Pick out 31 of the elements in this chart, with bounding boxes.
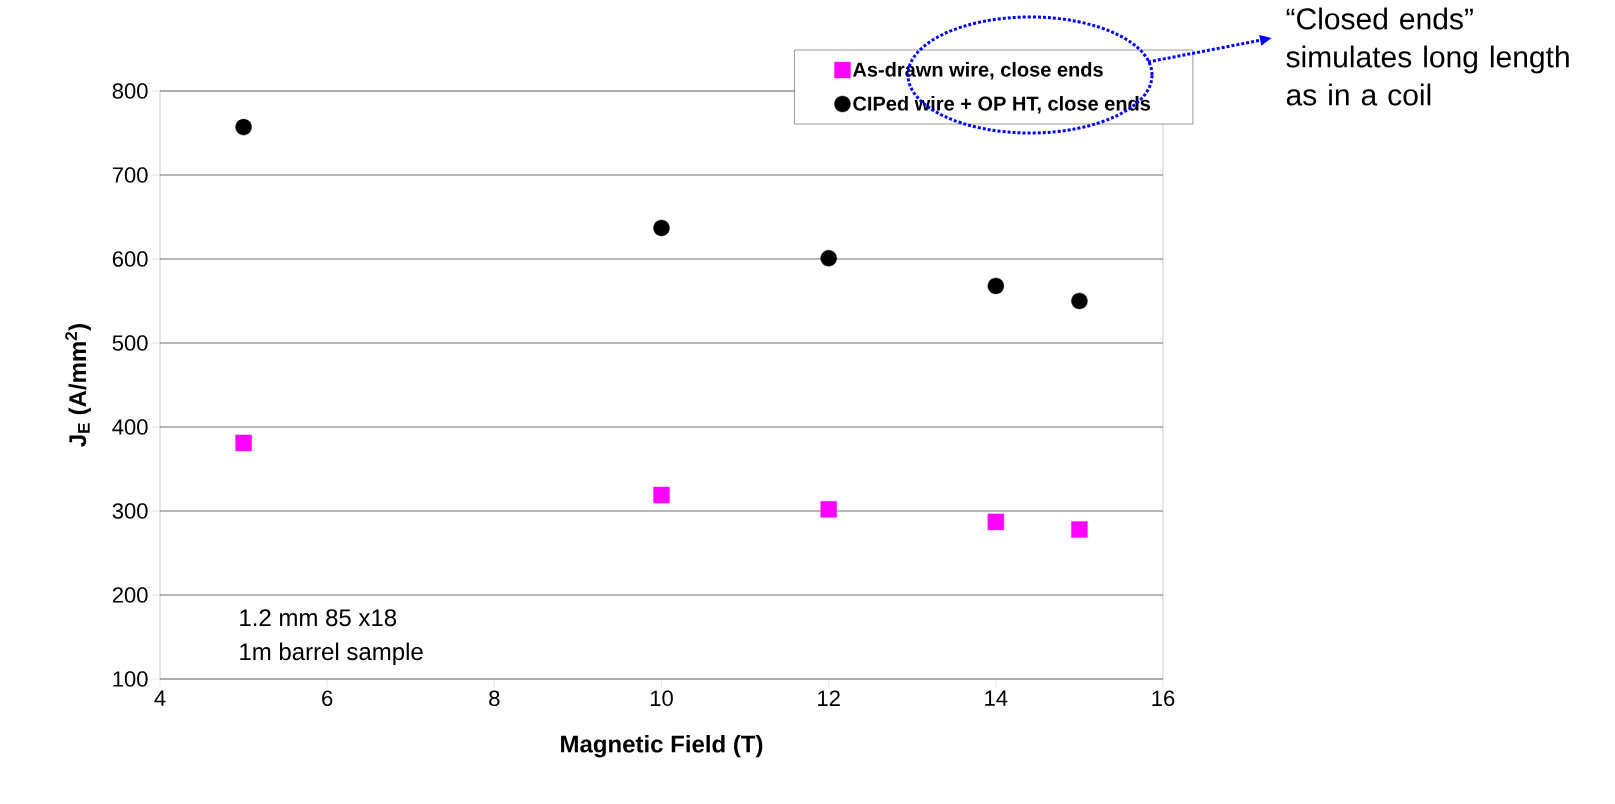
x-axis-title: Magnetic Field (T)	[561, 734, 763, 758]
annotation: 1.2 mm 85 x18	[240, 609, 397, 627]
point	[653, 486, 670, 504]
x-tick-label: 14	[985, 690, 1008, 706]
y-tick-label: 800	[112, 83, 148, 99]
annotation: 1m barrel sample	[240, 642, 423, 665]
y-tick-label: 700	[112, 167, 148, 183]
point	[987, 277, 1005, 295]
y-tick-label: 300	[112, 503, 148, 519]
y-tick-label: 600	[112, 251, 148, 267]
text: “Closed ends” simulates long length as in a coil	[1286, 7, 1569, 106]
legend-label: As-drawn wire, close ends	[852, 62, 1103, 80]
y-axis-title: J$_{E}$ (A/mm$^{2}$)	[65, 324, 91, 447]
point	[820, 249, 837, 267]
y-tick-label: 200	[112, 587, 148, 603]
x-tick-label: 16	[1152, 690, 1175, 707]
x-tick-label: 4	[154, 690, 166, 706]
x-tick-label: 6	[322, 690, 333, 707]
x-tick-label: 10	[650, 690, 673, 707]
y-tick-label: 500	[112, 335, 148, 351]
point	[235, 118, 252, 136]
x-tick-label: 12	[818, 690, 840, 706]
point	[653, 219, 670, 237]
y-tick-label: 400	[112, 419, 148, 435]
point	[820, 501, 837, 518]
y-tick-label: 100	[113, 671, 148, 687]
x-tick-label: 8	[489, 690, 500, 707]
point	[987, 513, 1005, 531]
point	[235, 434, 252, 452]
point	[1071, 521, 1088, 538]
point	[1071, 292, 1088, 310]
